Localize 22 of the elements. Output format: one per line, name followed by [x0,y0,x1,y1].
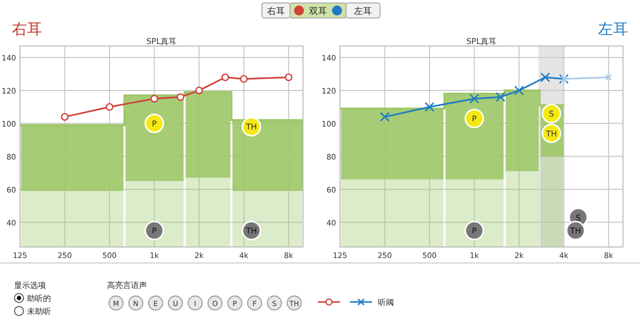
text: 高亮言语声 [107,281,147,290]
annotation: TH [569,226,582,236]
legend-label: 听阈 [378,298,394,307]
annotation: P [472,226,477,236]
text: 左耳 [354,6,372,17]
annotation: TH [544,129,557,138]
text: 右耳 [267,6,285,17]
annotation: TH [244,122,257,132]
annotation: S [548,110,554,119]
chart-title: 左耳 [598,20,628,38]
text: 未助听 [27,307,51,316]
text: 双耳 [309,7,327,17]
annotation: P [472,114,477,124]
chart-title: 右耳 [12,20,42,38]
annotation: P [152,119,157,128]
annotation: TH [244,226,257,236]
text: 助听的 [27,294,51,303]
annotation: P [152,226,157,236]
chart-subtitle: SPL真耳 [146,37,177,46]
annotation: S [576,213,581,222]
text: 显示选项 [14,281,46,290]
chart-subtitle: SPL真耳 [466,37,497,46]
